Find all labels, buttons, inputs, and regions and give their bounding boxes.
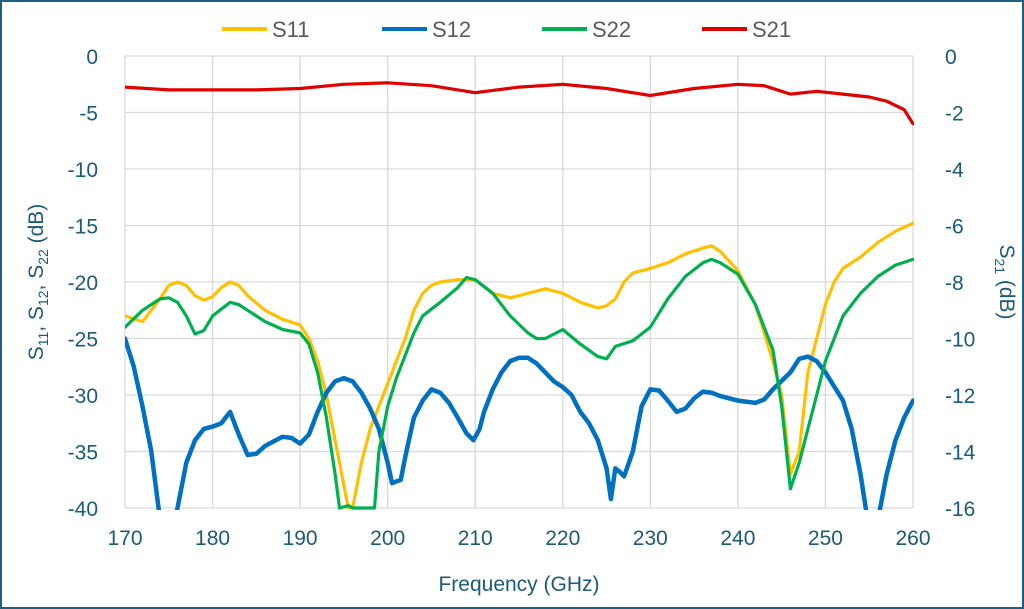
- x-tick-label: 230: [633, 527, 668, 550]
- x-tick-label: 170: [107, 527, 142, 550]
- y-left-tick-label: -15: [68, 216, 98, 239]
- series-line-s22: [125, 257, 914, 510]
- series-lines: [125, 81, 914, 510]
- y-left-tick-label: -5: [79, 103, 98, 126]
- y-right-tick-label: -4: [945, 159, 964, 182]
- y-left-tick-label: -20: [68, 272, 98, 295]
- series-line-s12: [125, 336, 914, 510]
- legend-label-s22: S22: [592, 17, 631, 42]
- x-axis-title: Frequency (GHz): [438, 573, 599, 596]
- x-tick-label: 260: [895, 527, 930, 550]
- x-tick-label: 240: [720, 527, 755, 550]
- y-left-tick-label: -35: [68, 442, 98, 465]
- y-left-tick-label: -40: [68, 498, 98, 521]
- x-tick-label: 190: [283, 527, 318, 550]
- y-left-tick-label: -10: [68, 159, 98, 182]
- legend-label-s21: S21: [752, 17, 791, 42]
- y-axis-right-title: S21 (dB): [992, 244, 1018, 319]
- series-line-s21: [125, 81, 914, 126]
- x-tick-label: 220: [545, 527, 580, 550]
- series-line-s11: [125, 221, 914, 510]
- x-tick-label: 200: [370, 527, 405, 550]
- y-right-tick-label: 0: [945, 46, 957, 69]
- y-left-tick-label: 0: [86, 46, 98, 69]
- legend-label-s11: S11: [272, 17, 310, 42]
- y-right-tick-label: -12: [945, 385, 975, 408]
- legend-label-s12: S12: [432, 17, 471, 42]
- y-right-tick-label: -14: [945, 442, 976, 465]
- x-tick-label: 250: [808, 527, 843, 550]
- y-left-tick-label: -30: [68, 385, 98, 408]
- x-tick-label: 180: [195, 527, 230, 550]
- y-right-tick-label: -10: [945, 329, 975, 352]
- y-axis-left-title: S11, S12, S22 (dB): [25, 204, 51, 361]
- gridlines: [124, 55, 914, 509]
- y-right-tick-label: -8: [945, 272, 964, 295]
- y-right-tick-label: -16: [945, 498, 975, 521]
- y-left-tick-label: -25: [68, 329, 98, 352]
- tick-labels: 170 180 190 200 210 220 230 240 250 260 0 -5 -10 -15 -…: [68, 46, 976, 550]
- y-right-tick-label: -2: [945, 103, 964, 126]
- y-right-tick-label: -6: [945, 216, 964, 239]
- x-tick-label: 210: [458, 527, 493, 550]
- legend: S11 S12 S22 S21: [222, 17, 791, 42]
